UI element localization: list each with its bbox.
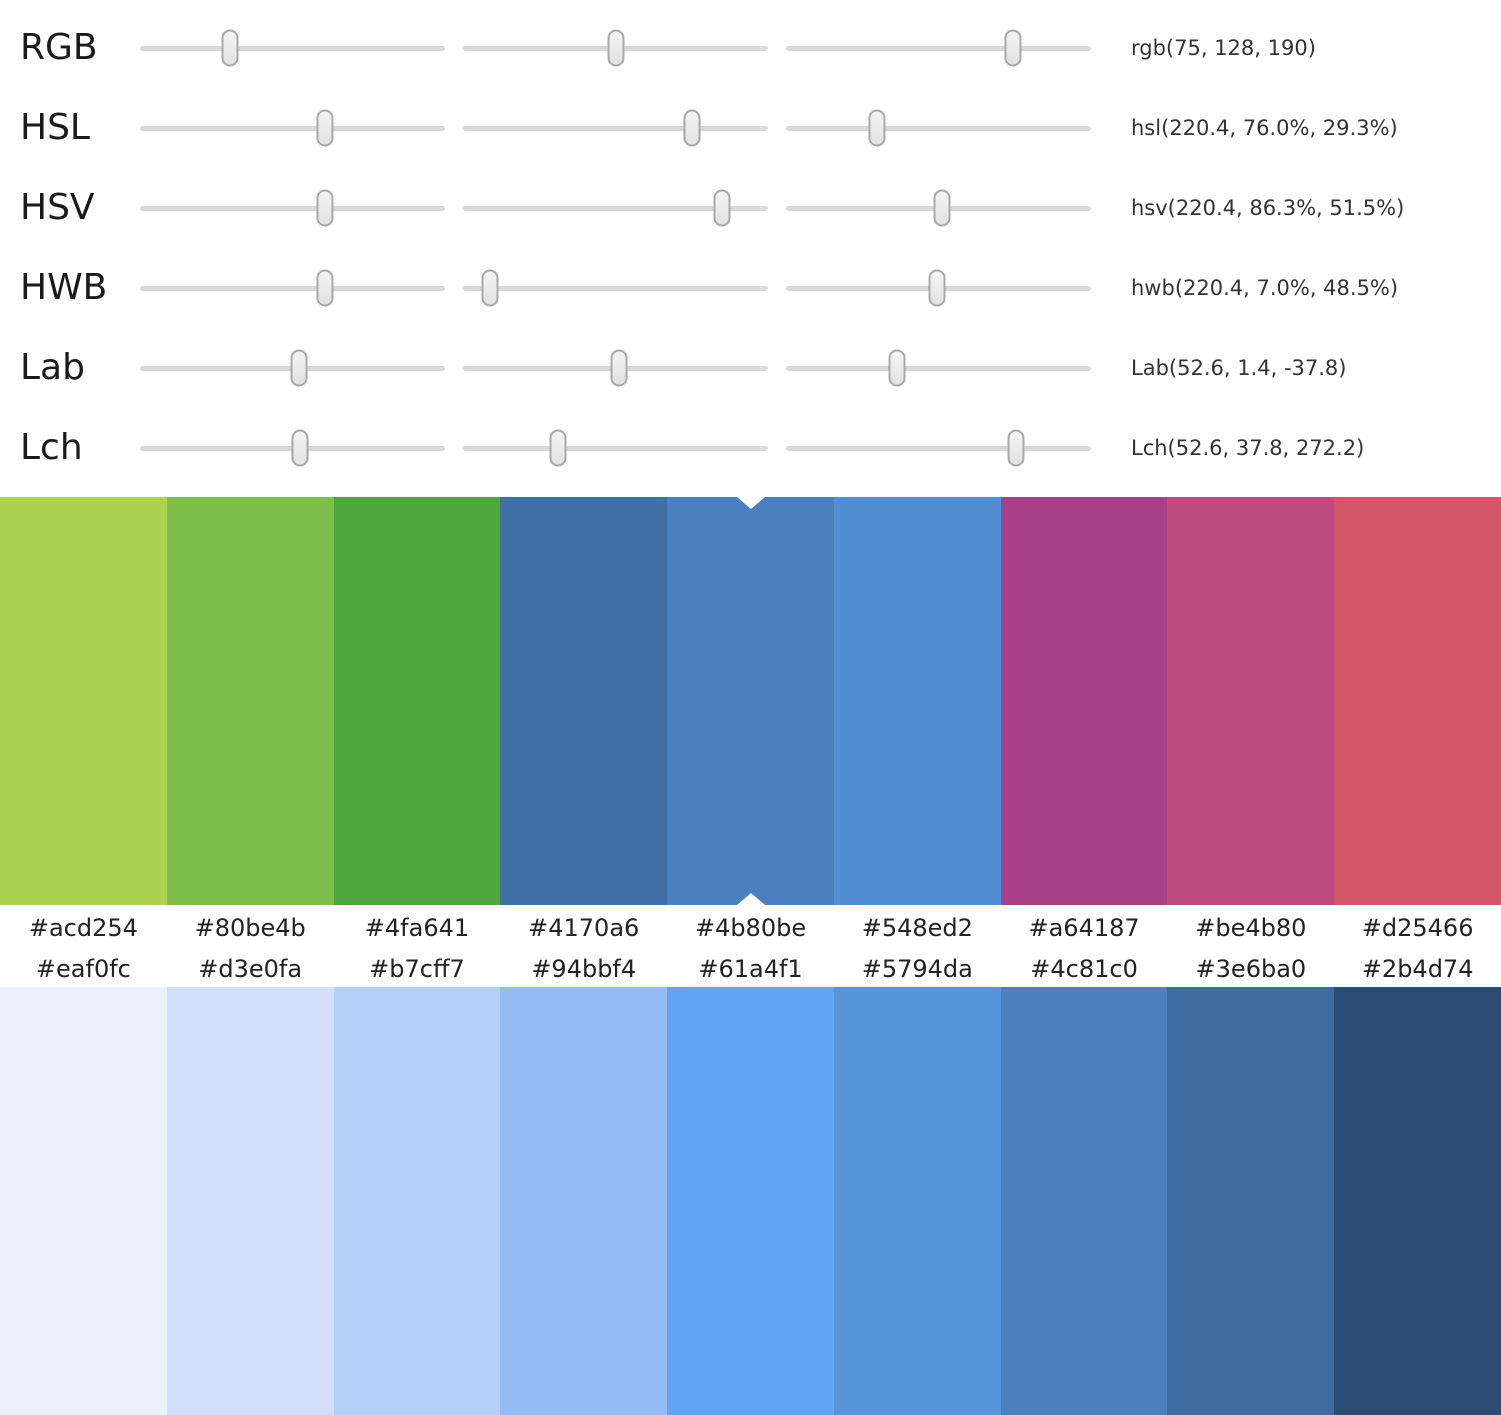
lab-b-slider[interactable] — [786, 349, 1091, 387]
hex-code-label: #2b4d74 — [1361, 955, 1474, 983]
colorspace-label-lab: Lab — [20, 347, 85, 388]
slider-row-hsl: HSL hsl(220.4, 76.0%, 29.3%) — [0, 88, 1501, 168]
shade-swatch[interactable] — [166, 987, 334, 1415]
hsv-value-text: hsv(220.4, 86.3%, 51.5%) — [1131, 196, 1405, 220]
shade-swatch[interactable] — [1334, 987, 1501, 1415]
hex-code-label: #3e6ba0 — [1195, 955, 1307, 983]
hex-code-label: #94bbf4 — [531, 955, 637, 983]
lab-a-slider[interactable] — [463, 349, 768, 387]
slider-thumb[interactable] — [933, 189, 951, 227]
slider-thumb[interactable] — [316, 109, 334, 147]
slider-thumb[interactable] — [549, 429, 567, 467]
rgb-red-slider[interactable] — [140, 29, 445, 67]
lch-hue-slider[interactable] — [786, 429, 1091, 467]
hsv-hue-slider[interactable] — [140, 189, 445, 227]
shade-swatch[interactable] — [667, 987, 834, 1415]
slider-thumb[interactable] — [316, 189, 334, 227]
shade-swatch[interactable] — [333, 987, 501, 1415]
slider-thumb[interactable] — [221, 29, 239, 67]
harmony-palette-labels: #acd254 #80be4b #4fa641 #4170a6 #4b80be … — [0, 905, 1501, 951]
colorspace-label-hwb: HWB — [20, 267, 108, 308]
hex-code-label: #5794da — [861, 955, 973, 983]
hex-code-label: #61a4f1 — [698, 955, 803, 983]
hwb-blackness-slider[interactable] — [786, 269, 1091, 307]
palette-swatch[interactable] — [166, 497, 334, 905]
palette-swatch-selected[interactable] — [667, 497, 834, 905]
lab-l-slider[interactable] — [140, 349, 445, 387]
palette-swatch[interactable] — [1334, 497, 1501, 905]
hwb-whiteness-slider[interactable] — [463, 269, 768, 307]
shades-palette — [0, 987, 1501, 1415]
color-sliders-panel: RGB rgb(75, 128, 190) HSL hsl(220.4, 76.… — [0, 0, 1501, 488]
palette-swatch[interactable] — [1000, 497, 1168, 905]
slider-thumb[interactable] — [1007, 429, 1025, 467]
harmony-palette — [0, 497, 1501, 905]
slider-thumb[interactable] — [610, 349, 628, 387]
slider-thumb[interactable] — [316, 269, 334, 307]
shade-swatch[interactable] — [1000, 987, 1168, 1415]
hex-code-label: #4fa641 — [364, 914, 470, 942]
lch-chroma-slider[interactable] — [463, 429, 768, 467]
shades-palette-labels: #eaf0fc #d3e0fa #b7cff7 #94bbf4 #61a4f1 … — [0, 951, 1501, 987]
slider-thumb[interactable] — [928, 269, 946, 307]
slider-thumb[interactable] — [868, 109, 886, 147]
slider-thumb[interactable] — [1004, 29, 1022, 67]
slider-thumb[interactable] — [888, 349, 906, 387]
lab-value-text: Lab(52.6, 1.4, -37.8) — [1131, 356, 1347, 380]
colorspace-label-rgb: RGB — [20, 27, 98, 68]
hex-code-label: #acd254 — [28, 914, 138, 942]
slider-thumb[interactable] — [481, 269, 499, 307]
hex-code-label: #be4b80 — [1195, 914, 1307, 942]
rgb-green-slider[interactable] — [463, 29, 768, 67]
selected-swatch-marker-bottom — [736, 893, 765, 905]
hsl-saturation-slider[interactable] — [463, 109, 768, 147]
lch-value-text: Lch(52.6, 37.8, 272.2) — [1131, 436, 1365, 460]
hsl-value-text: hsl(220.4, 76.0%, 29.3%) — [1131, 116, 1398, 140]
slider-thumb[interactable] — [713, 189, 731, 227]
palette-swatch[interactable] — [1167, 497, 1335, 905]
colorspace-label-lch: Lch — [20, 427, 83, 468]
palette-swatch[interactable] — [500, 497, 668, 905]
hsv-saturation-slider[interactable] — [463, 189, 768, 227]
slider-thumb[interactable] — [290, 349, 308, 387]
selected-swatch-marker-top — [736, 497, 765, 509]
slider-row-rgb: RGB rgb(75, 128, 190) — [0, 8, 1501, 88]
hex-code-label: #80be4b — [194, 914, 306, 942]
colorspace-label-hsv: HSV — [20, 187, 95, 228]
shade-swatch[interactable] — [833, 987, 1001, 1415]
hex-code-label: #548ed2 — [861, 914, 973, 942]
lch-l-slider[interactable] — [140, 429, 445, 467]
hex-code-label: #b7cff7 — [369, 955, 465, 983]
hwb-hue-slider[interactable] — [140, 269, 445, 307]
shade-swatch[interactable] — [0, 987, 167, 1415]
rgb-blue-slider[interactable] — [786, 29, 1091, 67]
hex-code-label: #4c81c0 — [1030, 955, 1138, 983]
hex-code-label: #eaf0fc — [35, 955, 131, 983]
palette-swatch[interactable] — [0, 497, 167, 905]
hsl-hue-slider[interactable] — [140, 109, 445, 147]
slider-row-lch: Lch Lch(52.6, 37.8, 272.2) — [0, 408, 1501, 488]
hwb-value-text: hwb(220.4, 7.0%, 48.5%) — [1131, 276, 1399, 300]
shade-swatch[interactable] — [1167, 987, 1335, 1415]
slider-row-hwb: HWB hwb(220.4, 7.0%, 48.5%) — [0, 248, 1501, 328]
palette-swatch[interactable] — [833, 497, 1001, 905]
hex-code-label: #a64187 — [1028, 914, 1140, 942]
hex-code-label: #d25466 — [1361, 914, 1474, 942]
rgb-value-text: rgb(75, 128, 190) — [1131, 36, 1316, 60]
slider-row-hsv: HSV hsv(220.4, 86.3%, 51.5%) — [0, 168, 1501, 248]
slider-row-lab: Lab Lab(52.6, 1.4, -37.8) — [0, 328, 1501, 408]
palette-swatch[interactable] — [333, 497, 501, 905]
hex-code-label: #d3e0fa — [198, 955, 303, 983]
hsl-lightness-slider[interactable] — [786, 109, 1091, 147]
slider-thumb[interactable] — [683, 109, 701, 147]
slider-thumb[interactable] — [291, 429, 309, 467]
hex-code-label: #4170a6 — [528, 914, 640, 942]
shade-swatch[interactable] — [500, 987, 668, 1415]
slider-thumb[interactable] — [607, 29, 625, 67]
colorspace-label-hsl: HSL — [20, 107, 90, 148]
hex-code-label: #4b80be — [694, 914, 807, 942]
hsv-value-slider[interactable] — [786, 189, 1091, 227]
